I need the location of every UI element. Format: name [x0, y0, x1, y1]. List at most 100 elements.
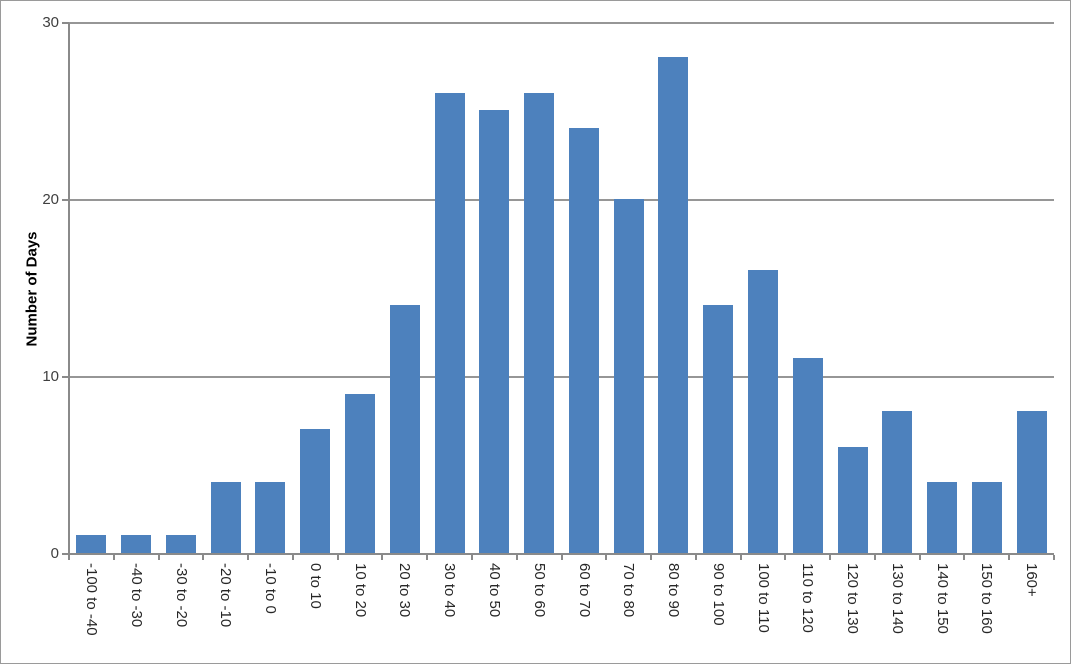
- bar: [300, 429, 330, 553]
- x-axis-line: [62, 553, 1054, 555]
- bar: [479, 110, 509, 553]
- x-category-label: 0 to 10: [293, 563, 338, 661]
- x-category-label-text: 120 to 130: [844, 563, 861, 634]
- x-category-label-text: 30 to 40: [441, 563, 458, 618]
- x-category-label: 50 to 60: [517, 563, 562, 661]
- x-tick-mark: [471, 555, 473, 560]
- x-tick-mark: [337, 555, 339, 560]
- x-category-label: 60 to 70: [562, 563, 607, 661]
- bar: [703, 305, 733, 553]
- x-tick-mark: [650, 555, 652, 560]
- x-tick-mark: [561, 555, 563, 560]
- x-tick-mark: [247, 555, 249, 560]
- x-category-label: 10 to 20: [338, 563, 383, 661]
- y-tick-mark-20: [62, 199, 69, 201]
- x-category-label-text: 0 to 10: [307, 563, 324, 609]
- x-category-label-text: 150 to 160: [978, 563, 995, 634]
- x-tick-mark: [829, 555, 831, 560]
- y-axis-title: Number of Days: [23, 231, 41, 347]
- x-category-label: -10 to 0: [248, 563, 293, 661]
- x-tick-mark: [516, 555, 518, 560]
- x-tick-mark: [919, 555, 921, 560]
- x-category-label: 20 to 30: [382, 563, 427, 661]
- x-category-label: 130 to 140: [875, 563, 920, 661]
- bar: [390, 305, 420, 553]
- x-tick-mark: [202, 555, 204, 560]
- y-tick-label: 0: [50, 545, 59, 562]
- y-axis-line: [68, 23, 70, 555]
- x-tick-mark: [963, 555, 965, 560]
- y-tick-mark-30: [62, 22, 69, 24]
- x-category-label: 160+: [1009, 563, 1054, 661]
- bar: [658, 57, 688, 553]
- x-tick-mark: [695, 555, 697, 560]
- x-category-label-text: 110 to 120: [799, 563, 816, 633]
- x-category-label-text: -30 to -20: [173, 563, 190, 628]
- bar: [211, 482, 241, 553]
- bar: [76, 535, 106, 553]
- x-category-label: 120 to 130: [830, 563, 875, 661]
- x-tick-mark: [381, 555, 383, 560]
- x-category-label-text: -20 to -10: [217, 563, 234, 628]
- x-tick-mark: [1008, 555, 1010, 560]
- x-tick-mark: [740, 555, 742, 560]
- y-tick-mark-0: [62, 553, 69, 555]
- x-category-label-text: 130 to 140: [889, 563, 906, 634]
- x-category-label: 100 to 110: [741, 563, 786, 661]
- x-category-label: 90 to 100: [696, 563, 741, 661]
- x-tick-mark: [1053, 555, 1055, 560]
- x-category-label-text: 50 to 60: [531, 563, 548, 618]
- bar: [1017, 411, 1047, 553]
- x-category-label: 40 to 50: [472, 563, 517, 661]
- x-category-label-text: 100 to 110: [755, 563, 772, 633]
- x-tick-mark: [874, 555, 876, 560]
- bar: [748, 270, 778, 553]
- gridline-30: [69, 22, 1054, 24]
- x-category-label-text: -10 to 0: [262, 563, 279, 614]
- bar: [793, 358, 823, 553]
- x-category-label: 140 to 150: [920, 563, 965, 661]
- x-tick-mark: [68, 555, 70, 560]
- x-tick-mark: [605, 555, 607, 560]
- x-category-label: 150 to 160: [964, 563, 1009, 661]
- bar: [882, 411, 912, 553]
- bar: [838, 447, 868, 553]
- bar: [345, 394, 375, 553]
- bar: [121, 535, 151, 553]
- x-category-label-text: 20 to 30: [396, 563, 413, 618]
- x-category-label: 30 to 40: [427, 563, 472, 661]
- gridline-20: [69, 199, 1054, 201]
- bar: [255, 482, 285, 553]
- bar: [927, 482, 957, 553]
- x-category-label-text: 80 to 90: [665, 563, 682, 618]
- x-tick-mark: [426, 555, 428, 560]
- x-category-label: -100 to -40: [69, 563, 114, 661]
- y-tick-label: 10: [42, 368, 59, 385]
- x-category-label-text: -40 to -30: [128, 563, 145, 628]
- y-tick-mark-10: [62, 376, 69, 378]
- gridline-10: [69, 376, 1054, 378]
- x-category-label-text: 140 to 150: [934, 563, 951, 634]
- x-category-label: -20 to -10: [203, 563, 248, 661]
- x-category-label-text: 90 to 100: [710, 563, 727, 626]
- x-tick-mark: [784, 555, 786, 560]
- bar: [569, 128, 599, 553]
- y-tick-label: 20: [42, 191, 59, 208]
- x-category-label: -40 to -30: [114, 563, 159, 661]
- x-tick-mark: [292, 555, 294, 560]
- x-category-label: -30 to -20: [159, 563, 204, 661]
- x-category-label-text: -100 to -40: [83, 563, 100, 636]
- bar: [166, 535, 196, 553]
- bar: [524, 93, 554, 553]
- x-category-label-text: 40 to 50: [486, 563, 503, 618]
- x-category-label-text: 10 to 20: [352, 563, 369, 618]
- x-tick-mark: [113, 555, 115, 560]
- y-tick-label: 30: [42, 14, 59, 31]
- x-category-label-text: 70 to 80: [620, 563, 637, 618]
- x-category-label: 110 to 120: [785, 563, 830, 661]
- x-category-label-text: 60 to 70: [576, 563, 593, 618]
- x-category-label: 70 to 80: [606, 563, 651, 661]
- bar: [972, 482, 1002, 553]
- bar: [614, 199, 644, 553]
